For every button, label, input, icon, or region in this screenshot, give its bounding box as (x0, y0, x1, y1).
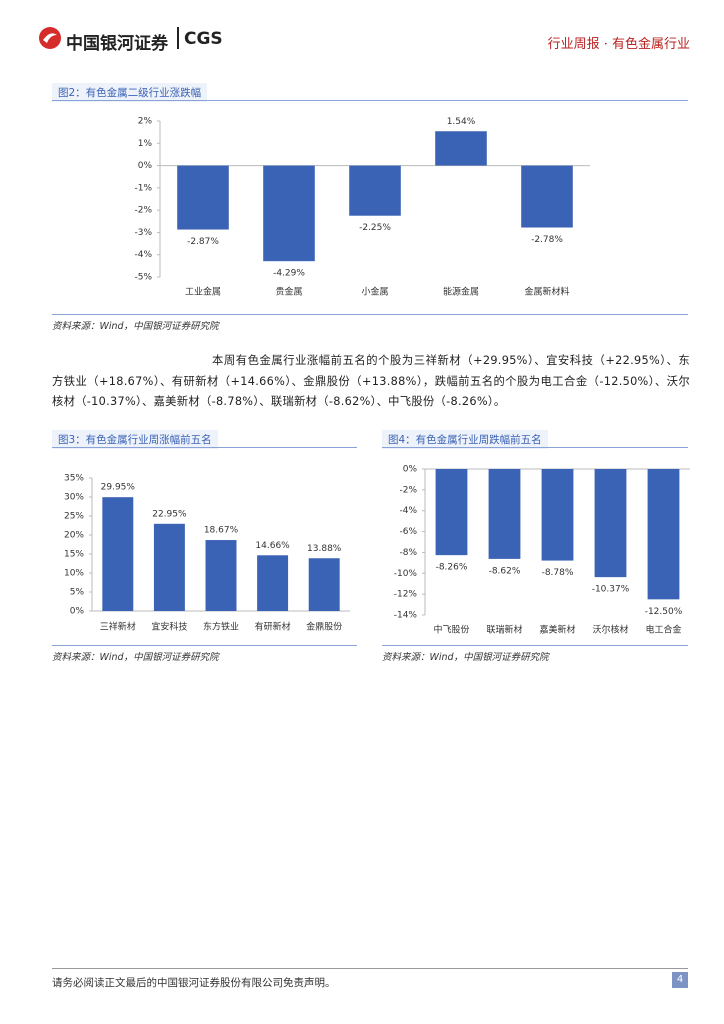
bar (205, 540, 237, 611)
value-label: -2.25% (359, 223, 391, 233)
y-tick-label: 25% (64, 512, 84, 522)
x-tick-label: 中飞股份 (433, 624, 469, 636)
value-label: 18.67% (204, 526, 239, 536)
logo-en: CGS (184, 29, 223, 49)
y-tick-label: 2% (138, 117, 153, 127)
y-tick-label: 35% (64, 474, 84, 484)
y-tick-label: -12% (394, 590, 418, 600)
bar (435, 131, 487, 166)
figure-title: 图2：有色金属二级行业涨跌幅 (52, 83, 208, 102)
x-tick-label: 电工合金 (645, 624, 681, 636)
bar (435, 469, 468, 556)
y-tick-label: 20% (64, 531, 84, 541)
y-tick-label: 30% (64, 493, 84, 503)
page-number: 4 (672, 972, 688, 988)
figure-source: 资料来源：Wind，中国银河证券研究院 (52, 652, 219, 663)
y-tick-label: -2% (399, 485, 417, 495)
x-tick-label: 贵金属 (275, 286, 302, 298)
value-label: -2.78% (531, 235, 563, 245)
value-label: -8.26% (436, 563, 468, 573)
y-tick-label: -3% (134, 228, 152, 238)
value-label: 13.88% (307, 544, 342, 554)
y-tick-label: -4% (134, 250, 152, 260)
y-tick-label: 0% (70, 607, 85, 617)
y-tick-label: 5% (70, 588, 85, 598)
value-label: 1.54% (447, 117, 476, 127)
figure-source: 资料来源：Wind，中国银河证券研究院 (382, 652, 549, 663)
rule (52, 968, 688, 969)
value-label: -10.37% (592, 585, 630, 595)
value-label: -2.87% (187, 237, 219, 247)
logo-sep (177, 27, 179, 49)
bar (647, 469, 680, 600)
logo-cn: 中国银河证券 (66, 34, 168, 54)
bar (263, 165, 315, 262)
x-tick-label: 沃尔核材 (592, 624, 628, 636)
x-tick-label: 三祥新材 (100, 621, 136, 633)
bar (488, 469, 521, 559)
y-tick-label: -6% (399, 527, 417, 537)
y-tick-label: -1% (134, 183, 152, 193)
bar (521, 165, 573, 228)
paragraph: 本周有色金属行业涨幅前五名的个股为三祥新材（+29.95%）、宜安科技（+22.… (52, 354, 690, 408)
charts: -5% -4% -3% -2% -1% 0% 1% 2% 工业金属 -2.87% 贵金属 -4.29%… (64, 117, 690, 636)
figure-source: 资料来源：Wind，中国银河证券研究院 (52, 321, 219, 332)
y-tick-label: 0% (403, 465, 418, 475)
bar (308, 558, 340, 611)
rule (52, 447, 357, 448)
y-tick-label: 10% (64, 569, 84, 579)
x-tick-label: 金属新材料 (524, 286, 569, 298)
bar (349, 165, 401, 216)
value-label: -4.29% (273, 269, 305, 279)
x-tick-label: 嘉美新材 (539, 624, 575, 636)
rule (52, 645, 357, 646)
bar (257, 555, 289, 611)
y-tick-label: -5% (134, 273, 152, 283)
bar (102, 497, 134, 611)
value-label: -12.50% (645, 607, 683, 617)
logo-icon (39, 27, 61, 49)
figure-title: 图3：有色金属行业周涨幅前五名 (52, 430, 218, 449)
x-tick-label: 金鼎股份 (306, 621, 342, 633)
y-tick-label: 15% (64, 550, 84, 560)
value-label: -8.78% (542, 568, 574, 578)
bar (594, 469, 627, 578)
x-tick-label: 东方铁业 (203, 621, 239, 633)
bar (153, 523, 185, 611)
value-label: -8.62% (489, 566, 521, 576)
x-tick-label: 有研新材 (255, 621, 291, 633)
rule (52, 314, 688, 315)
bar (541, 469, 574, 561)
disclaimer: 请务必阅读正文最后的中国银河证券股份有限公司免责声明。 (52, 977, 336, 989)
value-label: 22.95% (152, 509, 187, 519)
y-tick-label: -10% (394, 569, 418, 579)
y-tick-label: -4% (399, 506, 417, 516)
x-tick-label: 宜安科技 (151, 621, 187, 633)
value-label: 29.95% (101, 483, 136, 493)
x-tick-label: 小金属 (361, 286, 388, 298)
bar (177, 165, 229, 230)
rule (382, 447, 688, 448)
y-tick-label: -14% (394, 611, 418, 621)
y-tick-label: 1% (138, 139, 153, 149)
x-tick-label: 联瑞新材 (486, 624, 522, 636)
rule (52, 100, 688, 101)
figure-title: 图4：有色金属行业周跌幅前五名 (382, 430, 548, 449)
value-label: 14.66% (255, 541, 290, 551)
x-tick-label: 工业金属 (185, 286, 221, 298)
y-tick-label: -8% (399, 548, 417, 558)
y-tick-label: 0% (138, 161, 153, 171)
header-right: 行业周报 · 有色金属行业 (547, 37, 690, 52)
rule (382, 645, 688, 646)
x-tick-label: 能源金属 (443, 286, 479, 298)
y-tick-label: -2% (134, 206, 152, 216)
